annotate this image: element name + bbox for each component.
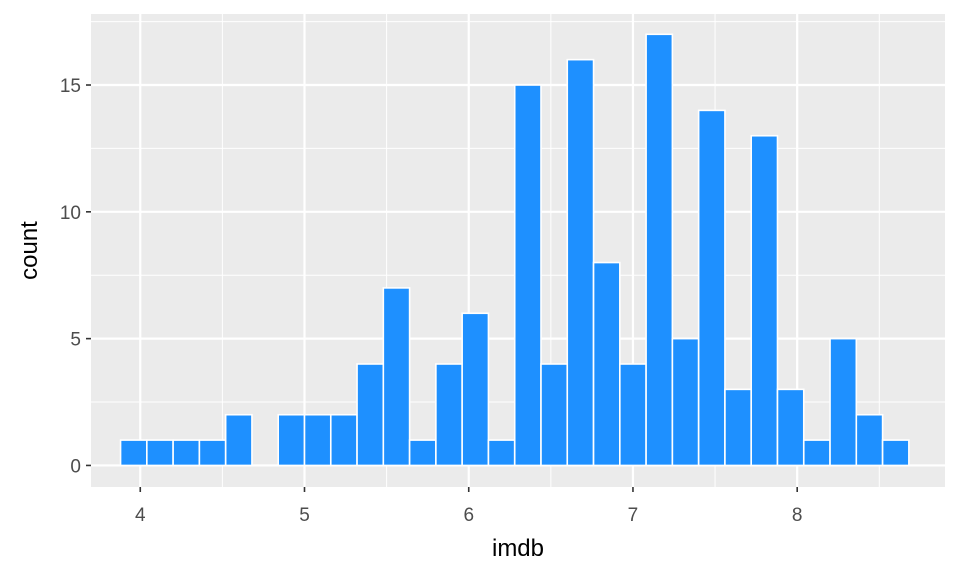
y-tick-label: 5 bbox=[70, 330, 81, 351]
histogram-bar bbox=[329, 413, 358, 467]
histogram-bar bbox=[356, 363, 385, 467]
histogram-bar bbox=[198, 439, 227, 467]
histogram-bar bbox=[750, 134, 779, 467]
histogram-bar bbox=[172, 439, 201, 467]
histogram-bar bbox=[566, 58, 595, 467]
histogram-bar bbox=[408, 439, 437, 467]
histogram-bar bbox=[513, 84, 542, 467]
histogram-bar bbox=[881, 439, 910, 467]
x-tick-label: 7 bbox=[628, 505, 639, 526]
histogram-bar bbox=[487, 439, 516, 467]
histogram-bar bbox=[435, 363, 463, 467]
x-tick-label: 4 bbox=[135, 505, 146, 526]
histogram-bar bbox=[146, 439, 174, 467]
histogram-bar bbox=[540, 363, 569, 467]
y-tick-label: 15 bbox=[60, 76, 81, 97]
histogram-bar bbox=[724, 388, 753, 467]
histogram-bar bbox=[802, 439, 831, 467]
x-tick-label: 8 bbox=[792, 505, 803, 526]
histogram-bar bbox=[829, 337, 858, 467]
histogram-bar bbox=[592, 261, 621, 467]
histogram-bar bbox=[224, 413, 253, 467]
y-tick-label: 10 bbox=[60, 203, 81, 224]
x-tick-label: 6 bbox=[463, 505, 474, 526]
x-axis-title: imdb bbox=[492, 535, 544, 562]
y-tick-label: 0 bbox=[70, 456, 81, 477]
histogram-bar bbox=[776, 388, 805, 467]
histogram-bar bbox=[303, 413, 332, 467]
y-axis-title: count bbox=[16, 221, 43, 280]
histogram-bar bbox=[671, 337, 700, 467]
histogram-bars bbox=[119, 33, 910, 467]
y-axis: 0 5 10 15 bbox=[60, 76, 91, 477]
histogram-bar bbox=[461, 312, 490, 467]
histogram-bar bbox=[382, 287, 411, 467]
histogram-bar bbox=[619, 363, 647, 467]
histogram-bar bbox=[645, 33, 674, 467]
x-axis: 4 5 6 7 8 bbox=[135, 487, 803, 526]
x-tick-label: 5 bbox=[299, 505, 310, 526]
histogram-bar bbox=[855, 413, 884, 467]
histogram-bar bbox=[697, 109, 726, 467]
histogram-bar bbox=[277, 413, 306, 467]
histogram-bar bbox=[119, 439, 148, 467]
